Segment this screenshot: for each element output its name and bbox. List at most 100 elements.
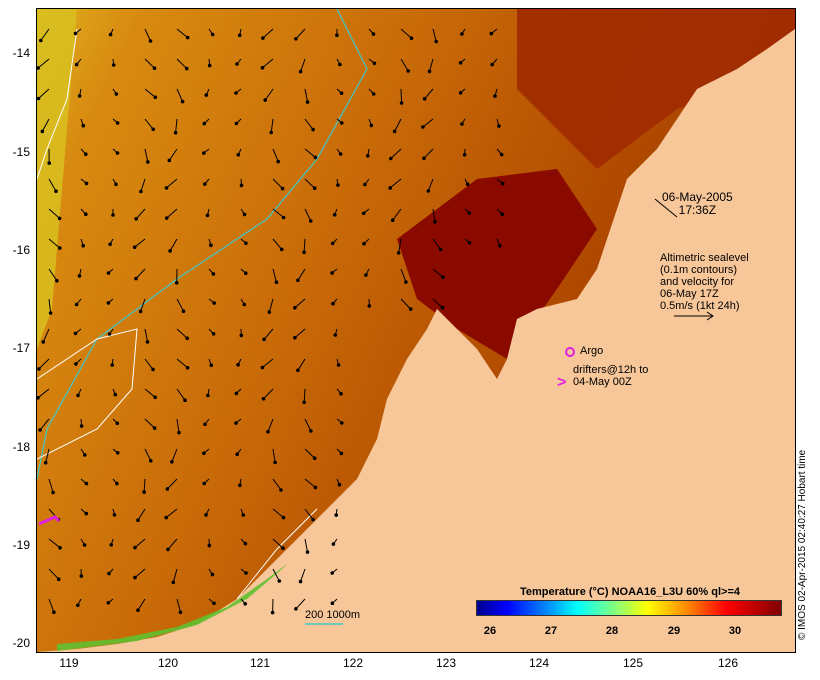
velocity-arrow-head — [107, 571, 111, 576]
sst-map: > — [37, 9, 795, 652]
velocity-arrow-head — [311, 127, 315, 132]
isobath-scale-label: 200 1000m — [305, 609, 361, 621]
velocity-arrow-head — [238, 483, 242, 488]
velocity-arrow-head — [362, 241, 366, 246]
velocity-arrow-head — [115, 151, 120, 155]
velocity-arrow-head — [338, 152, 343, 156]
altimetry-line: and velocity for — [660, 276, 734, 288]
velocity-arrow — [38, 358, 50, 370]
velocity-arrow — [176, 598, 181, 613]
velocity-arrow-head — [371, 32, 376, 36]
isobath-200m — [37, 9, 368, 480]
velocity-arrow — [144, 388, 156, 398]
velocity-arrow-head — [54, 189, 58, 193]
velocity-arrow — [48, 178, 57, 192]
velocity-arrow-head — [269, 130, 273, 135]
velocity-arrow — [48, 538, 61, 549]
velocity-arrow-head — [136, 518, 140, 523]
altimetry-line: 0.5m/s (1kt 24h) — [660, 300, 740, 312]
velocity-arrow-head — [336, 363, 341, 367]
velocity-arrow — [423, 148, 434, 159]
velocity-arrow-head — [146, 160, 150, 164]
velocity-arrow — [432, 268, 444, 278]
velocity-arrow — [165, 508, 178, 518]
isobath-1000m-2 — [37, 328, 138, 460]
warm-water-north — [517, 9, 795, 169]
velocity-arrow — [400, 268, 407, 283]
velocity-arrow-head — [330, 601, 335, 606]
velocity-arrow-head — [47, 161, 51, 165]
velocity-arrow-head — [152, 426, 157, 430]
velocity-arrow — [304, 448, 316, 459]
velocity-arrow — [304, 208, 312, 222]
velocity-arrow-head — [279, 488, 283, 492]
velocity-arrow-head — [422, 156, 426, 161]
velocity-arrow — [176, 388, 186, 401]
velocity-arrow — [37, 58, 50, 69]
velocity-arrow — [424, 88, 434, 100]
velocity-arrow-head — [41, 340, 46, 344]
colorbar-tick: 30 — [728, 625, 742, 637]
velocity-arrow — [390, 148, 402, 159]
velocity-arrow-head — [234, 391, 239, 396]
velocity-arrow-head — [261, 397, 266, 401]
warm-water-coast — [397, 169, 597, 359]
velocity-arrow — [37, 388, 50, 399]
velocity-arrow-head — [309, 429, 313, 433]
velocity-arrow-head — [273, 460, 277, 465]
velocity-arrow-head — [203, 422, 207, 427]
velocity-arrow-head — [409, 36, 414, 41]
velocity-arrow — [42, 328, 50, 343]
drifter-line: drifters@12h to — [573, 364, 649, 376]
velocity-arrow — [429, 58, 434, 72]
y-tick-label: -15 — [12, 145, 30, 159]
colorbar-tick: 29 — [667, 625, 681, 637]
velocity-arrow-head — [465, 182, 470, 186]
velocity-arrow-head — [260, 65, 265, 70]
velocity-arrow-head — [260, 365, 265, 370]
y-tick-label: -20 — [12, 636, 30, 650]
velocity-arrow-head — [106, 271, 111, 275]
velocity-arrow-head — [84, 212, 88, 216]
velocity-arrow-head — [340, 421, 344, 425]
velocity-arrow-head — [134, 276, 138, 281]
x-tick-label: 119 — [59, 656, 79, 670]
velocity-arrow-head — [462, 153, 467, 157]
velocity-arrow — [144, 28, 151, 42]
velocity-arrow-head — [171, 580, 176, 585]
velocity-arrow-head — [142, 490, 146, 494]
velocity-arrow-head — [367, 304, 372, 308]
velocity-arrow-head — [183, 398, 187, 403]
velocity-arrow-head — [263, 98, 267, 102]
legend-title: Temperature (°C) NOAA16_L3U 60% ql>=4 — [520, 586, 740, 598]
velocity-arrow-head — [149, 459, 153, 463]
time-line: 17:36Z — [678, 203, 717, 217]
velocity-arrow-head — [76, 393, 80, 398]
velocity-arrow-head — [74, 302, 79, 307]
velocity-arrow-head — [490, 62, 495, 67]
velocity-arrow-head — [497, 124, 501, 128]
velocity-arrow-head — [281, 515, 286, 520]
velocity-arrow-head — [166, 547, 170, 552]
velocity-arrow-head — [434, 39, 439, 44]
velocity-arrow-head — [181, 309, 186, 314]
velocity-arrow-head — [242, 212, 247, 217]
drifter-line: 04-May 00Z — [573, 376, 632, 388]
velocity-arrow-head — [52, 610, 56, 615]
velocity-arrow — [270, 118, 274, 133]
velocity-arrow — [144, 418, 155, 429]
velocity-arrow-head — [77, 274, 82, 278]
velocity-arrow — [262, 28, 274, 39]
velocity-arrow-head — [333, 333, 338, 337]
velocity-arrow-head — [244, 271, 248, 276]
velocity-arrow — [48, 298, 52, 314]
velocity-arrow-head — [234, 421, 238, 425]
velocity-arrow-head — [406, 69, 411, 73]
velocity-arrow-head — [267, 310, 272, 314]
velocity-arrow-head — [261, 36, 265, 40]
velocity-arrow-head — [279, 247, 284, 252]
velocity-arrow-head — [388, 186, 393, 190]
velocity-arrow-head — [339, 391, 343, 396]
velocity-arrow — [300, 58, 306, 72]
velocity-arrow — [175, 118, 178, 133]
